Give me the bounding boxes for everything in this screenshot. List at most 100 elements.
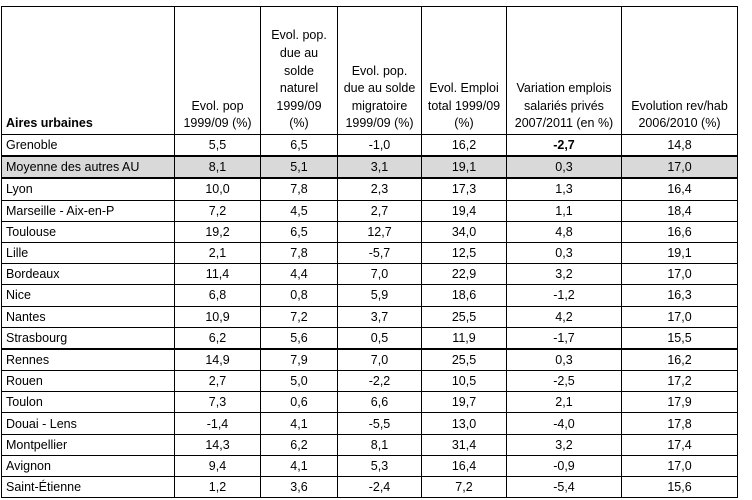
cell-value: 4,1	[260, 454, 338, 478]
table-row: Grenoble 5,5 6,5 -1,0 16,2 -2,7 14,8	[1, 134, 738, 157]
cell-value: 13,0	[421, 412, 507, 435]
cell-value: 3,2	[506, 263, 622, 286]
cell-value: 17,2	[621, 370, 738, 393]
cell-value: 10,5	[421, 370, 507, 393]
header-emplois-salaries: Variation emplois salariés privés 2007/2…	[506, 6, 622, 135]
cell-value: 12,5	[421, 241, 507, 265]
cell-value: 0,8	[260, 284, 338, 307]
table-row: Moyenne des autres AU 8,1 5,1 3,1 19,1 0,3 17,…	[1, 155, 738, 179]
cell-value: 14,8	[621, 134, 738, 157]
cell-value: 11,4	[174, 263, 261, 286]
cell-value: 1,1	[506, 199, 622, 222]
cell-aire-urbaine: Bordeaux	[1, 263, 175, 286]
cell-value: 34,0	[421, 220, 507, 243]
cell-value: 10,0	[174, 177, 261, 201]
cell-value: 5,5	[174, 134, 261, 157]
cell-value: 19,4	[421, 199, 507, 222]
cell-value: 15,6	[621, 475, 738, 499]
cell-value: 7,2	[260, 305, 338, 328]
cell-value: 6,6	[337, 391, 422, 414]
table-row: Toulouse 19,2 6,5 12,7 34,0 4,8 16,6	[1, 220, 738, 243]
cell-value: -2,4	[337, 475, 422, 499]
cell-value: 7,8	[260, 177, 338, 201]
header-solde-naturel: Evol. pop. due au solde naturel 1999/09 …	[260, 6, 338, 135]
cell-value: -5,4	[506, 475, 622, 499]
cell-value: 5,1	[260, 155, 338, 179]
cell-value: 17,0	[621, 305, 738, 328]
cell-aire-urbaine: Rennes	[1, 347, 175, 372]
table-row: Nice 6,8 0,8 5,9 18,6 -1,2 16,3	[1, 284, 738, 307]
table-row: Nantes 10,9 7,2 3,7 25,5 4,2 17,0	[1, 305, 738, 328]
table-row: Saint-Étienne 1,2 3,6 -2,4 7,2 -5,4 15,6	[1, 475, 738, 499]
cell-value: 7,2	[421, 475, 507, 499]
cell-value: 2,7	[337, 199, 422, 222]
cell-value: -2,2	[337, 370, 422, 393]
cell-aire-urbaine: Moyenne des autres AU	[1, 155, 175, 179]
cell-value: 19,2	[174, 220, 261, 243]
cell-aire-urbaine: Nantes	[1, 305, 175, 328]
cell-value: -5,5	[337, 412, 422, 435]
cell-value: 1,2	[174, 475, 261, 499]
cell-value: 3,7	[337, 305, 422, 328]
cell-value: 5,6	[260, 326, 338, 350]
cell-value: 18,6	[421, 284, 507, 307]
urban-areas-table: Aires urbaines Evol. pop 1999/09 (%) Evo…	[1, 6, 738, 499]
cell-aire-urbaine: Toulouse	[1, 220, 175, 243]
cell-value: 19,7	[421, 391, 507, 414]
cell-value: -4,0	[506, 412, 622, 435]
cell-aire-urbaine: Rouen	[1, 370, 175, 393]
table-row: Avignon 9,4 4,1 5,3 16,4 -0,9 17,0	[1, 454, 738, 478]
cell-value: 6,2	[260, 433, 338, 456]
table-row: Lyon 10,0 7,8 2,3 17,3 1,3 16,4	[1, 177, 738, 201]
cell-aire-urbaine: Grenoble	[1, 134, 175, 157]
cell-aire-urbaine: Strasbourg	[1, 326, 175, 350]
cell-aire-urbaine: Marseille - Aix-en-P	[1, 199, 175, 222]
cell-value: 16,4	[621, 177, 738, 201]
cell-aire-urbaine: Avignon	[1, 454, 175, 478]
cell-value: 17,0	[621, 454, 738, 478]
cell-value: 5,9	[337, 284, 422, 307]
cell-value: 8,1	[174, 155, 261, 179]
cell-value: 18,4	[621, 199, 738, 222]
cell-value: 16,3	[621, 284, 738, 307]
cell-value: 17,9	[621, 391, 738, 414]
cell-value: 6,5	[260, 134, 338, 157]
cell-value: 4,1	[260, 412, 338, 435]
header-aires-urbaines: Aires urbaines	[1, 6, 175, 135]
cell-value: 0,5	[337, 326, 422, 350]
table-row: Strasbourg 6,2 5,6 0,5 11,9 -1,7 15,5	[1, 326, 738, 350]
cell-value: 0,3	[506, 241, 622, 265]
cell-value: 5,0	[260, 370, 338, 393]
cell-value: 7,3	[174, 391, 261, 414]
header-row: Aires urbaines Evol. pop 1999/09 (%) Evo…	[1, 6, 738, 135]
cell-value: 5,3	[337, 454, 422, 478]
cell-value: 14,3	[174, 433, 261, 456]
cell-value: 7,0	[337, 263, 422, 286]
cell-value: 9,4	[174, 454, 261, 478]
cell-value: 0,6	[260, 391, 338, 414]
cell-value: 16,2	[621, 347, 738, 372]
cell-value: 17,8	[621, 412, 738, 435]
cell-value: 16,2	[421, 134, 507, 157]
cell-value: 2,1	[506, 391, 622, 414]
header-solde-migratoire: Evol. pop. due au solde migratoire 1999/…	[337, 6, 422, 135]
cell-value: 10,9	[174, 305, 261, 328]
cell-value: 12,7	[337, 220, 422, 243]
cell-value: 19,1	[621, 241, 738, 265]
cell-value: 16,6	[621, 220, 738, 243]
cell-value: 4,4	[260, 263, 338, 286]
cell-value: 4,5	[260, 199, 338, 222]
cell-aire-urbaine: Douai - Lens	[1, 412, 175, 435]
cell-value: 1,3	[506, 177, 622, 201]
cell-value: 0,3	[506, 347, 622, 372]
cell-value: 19,1	[421, 155, 507, 179]
table-row: Lille 2,1 7,8 -5,7 12,5 0,3 19,1	[1, 241, 738, 265]
cell-value: 15,5	[621, 326, 738, 350]
cell-aire-urbaine: Nice	[1, 284, 175, 307]
cell-value: 6,8	[174, 284, 261, 307]
cell-value: 2,7	[174, 370, 261, 393]
cell-value: 7,2	[174, 199, 261, 222]
cell-value: 7,9	[260, 347, 338, 372]
cell-value: -1,7	[506, 326, 622, 350]
cell-value: -1,0	[337, 134, 422, 157]
